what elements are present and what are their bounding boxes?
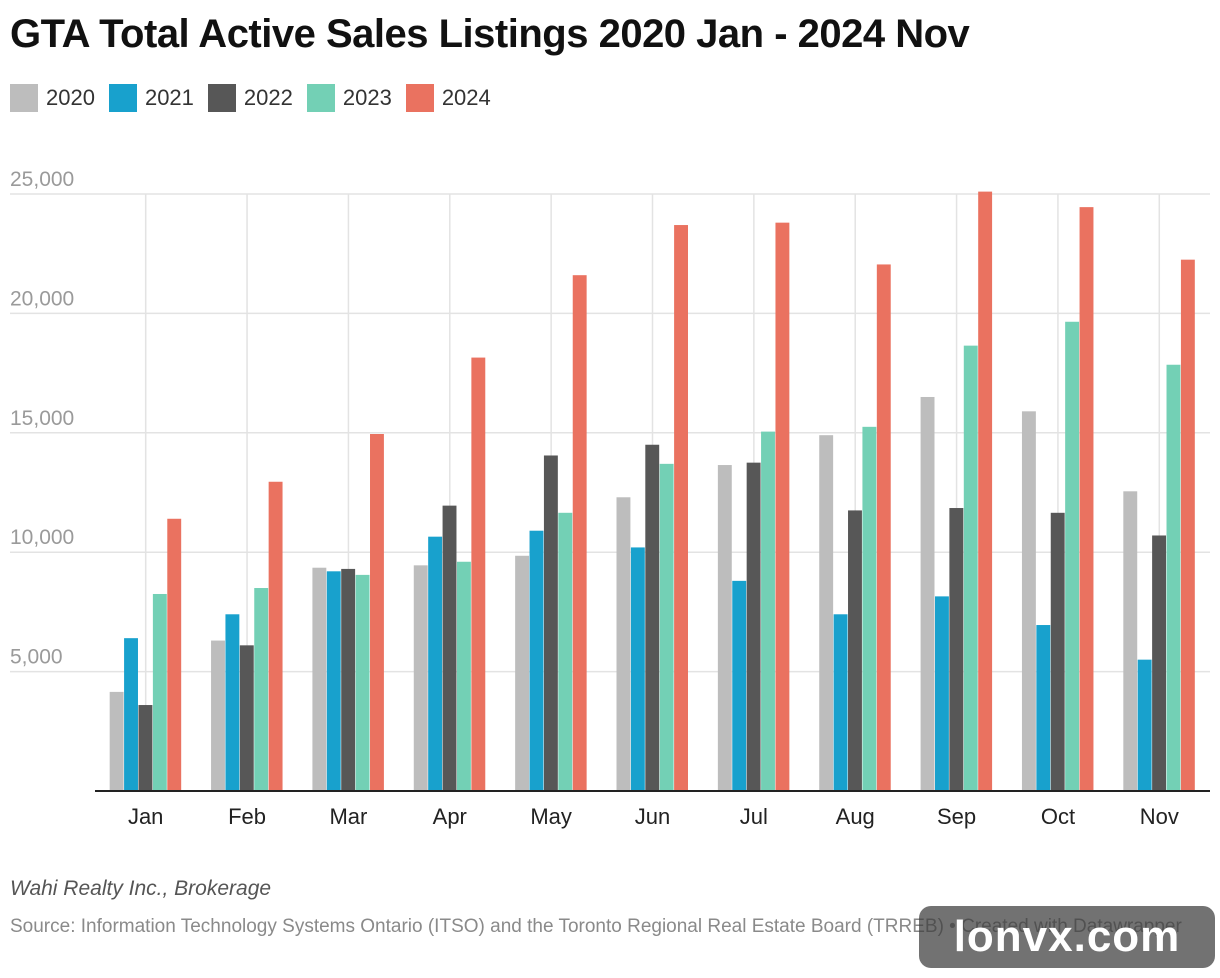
bar-2020-May xyxy=(515,555,530,791)
x-tick-label: Jan xyxy=(128,804,163,829)
bar-2024-Apr xyxy=(471,357,486,791)
y-tick-label: 20,000 xyxy=(10,287,74,310)
bar-2021-May xyxy=(529,530,544,791)
legend-label: 2020 xyxy=(46,85,95,110)
bar-2023-Feb xyxy=(254,588,269,791)
bar-2020-Feb xyxy=(211,640,225,791)
bar-2023-Nov xyxy=(1166,364,1181,791)
legend-item-2021: 2021 xyxy=(108,84,194,112)
y-tick-label: 25,000 xyxy=(10,168,74,191)
bar-2021-Apr xyxy=(428,536,443,791)
bar-2020-Apr xyxy=(413,565,428,791)
legend-item-2023: 2023 xyxy=(306,84,392,112)
watermark-badge: lonvx.com xyxy=(919,906,1215,968)
bar-2024-Sep xyxy=(978,191,993,791)
bar-2022-Mar xyxy=(341,568,356,791)
source-text[interactable]: Source: Information Technology Systems O… xyxy=(10,916,1182,937)
legend-label: 2021 xyxy=(144,85,194,110)
bar-2020-Aug xyxy=(819,435,834,791)
bar-2021-Aug xyxy=(833,614,848,791)
x-tick-label: Mar xyxy=(329,804,367,829)
bar-2022-May xyxy=(543,455,558,791)
x-tick-label: Jul xyxy=(740,804,768,829)
legend-swatch xyxy=(207,84,236,112)
bar-2024-Jul xyxy=(775,222,790,791)
legend-label: 2022 xyxy=(243,85,293,110)
legend-label: 2023 xyxy=(342,85,392,110)
bar-2024-Nov xyxy=(1180,259,1195,791)
bar-2020-Nov xyxy=(1123,491,1138,791)
bar-2024-Aug xyxy=(876,264,891,791)
x-tick-label: Aug xyxy=(836,804,875,829)
bar-2023-Aug xyxy=(862,426,877,791)
bar-2022-Nov xyxy=(1152,535,1167,791)
watermark-text: lonvx.com xyxy=(953,912,1181,961)
bar-2024-Feb xyxy=(268,481,283,791)
bar-2022-Oct xyxy=(1050,512,1065,791)
bar-2022-Sep xyxy=(949,508,964,791)
bar-2020-Jun xyxy=(616,497,631,791)
credit-text: Wahi Realty Inc., Brokerage xyxy=(10,877,272,900)
bar-2022-Feb xyxy=(239,645,254,791)
x-tick-label: Sep xyxy=(937,804,976,829)
bar-2020-Sep xyxy=(920,396,935,791)
legend-label: 2024 xyxy=(441,85,491,110)
legend-swatch xyxy=(10,84,38,112)
bar-2021-Oct xyxy=(1036,625,1051,791)
bar-2020-Jan xyxy=(109,691,124,791)
bar-2023-Oct xyxy=(1065,321,1080,791)
bar-2023-Jun xyxy=(659,463,674,791)
legend-swatch xyxy=(405,84,434,112)
bar-2024-Jan xyxy=(167,518,182,791)
bar-2021-Feb xyxy=(225,614,240,791)
legend-swatch xyxy=(306,84,335,112)
legend-item-2020: 2020 xyxy=(10,84,95,112)
y-tick-label: 10,000 xyxy=(10,526,74,549)
bar-2023-Apr xyxy=(456,561,471,791)
bar-2021-Sep xyxy=(934,596,949,791)
bar-2022-Jul xyxy=(746,462,761,791)
x-tick-label: Nov xyxy=(1140,804,1179,829)
bar-chart: 5,000 10,000 15,000 20,000 25,000 Jan Feb Mar Ap… xyxy=(10,168,1210,829)
bar-2023-Sep xyxy=(963,345,978,791)
bar-2021-Jul xyxy=(732,580,747,791)
bar-2021-Jan xyxy=(124,638,138,791)
bar-2024-Mar xyxy=(370,433,384,791)
bar-2024-Oct xyxy=(1079,207,1094,791)
bar-2023-Jul xyxy=(761,431,775,791)
bar-2022-Jan xyxy=(138,705,153,791)
y-tick-label: 15,000 xyxy=(10,407,74,430)
bar-2022-Aug xyxy=(848,510,862,791)
bar-2023-May xyxy=(558,512,573,791)
legend: 2020 2021 2022 2023 2024 xyxy=(10,84,505,112)
bar-2020-Oct xyxy=(1021,411,1036,791)
bar-2021-Nov xyxy=(1137,659,1152,791)
bar-2021-Jun xyxy=(630,547,645,791)
bar-2023-Mar xyxy=(355,574,370,791)
bar-2024-May xyxy=(572,275,587,791)
chart-title: GTA Total Active Sales Listings 2020 Jan… xyxy=(10,12,970,56)
x-tick-label: Feb xyxy=(228,804,266,829)
bar-2024-Jun xyxy=(674,225,688,791)
bar-2023-Jan xyxy=(152,593,167,791)
x-tick-label: Apr xyxy=(433,804,467,829)
bar-2020-Mar xyxy=(312,567,327,791)
legend-item-2022: 2022 xyxy=(207,84,293,112)
x-tick-label: May xyxy=(530,804,572,829)
bar-2022-Apr xyxy=(442,505,457,791)
legend-item-2024: 2024 xyxy=(405,84,491,112)
bar-2020-Jul xyxy=(717,465,732,791)
x-tick-label: Oct xyxy=(1041,804,1075,829)
y-tick-label: 5,000 xyxy=(10,646,63,669)
legend-swatch xyxy=(108,84,137,112)
x-tick-label: Jun xyxy=(635,804,670,829)
bar-2021-Mar xyxy=(326,571,341,791)
bar-2022-Jun xyxy=(645,444,660,791)
